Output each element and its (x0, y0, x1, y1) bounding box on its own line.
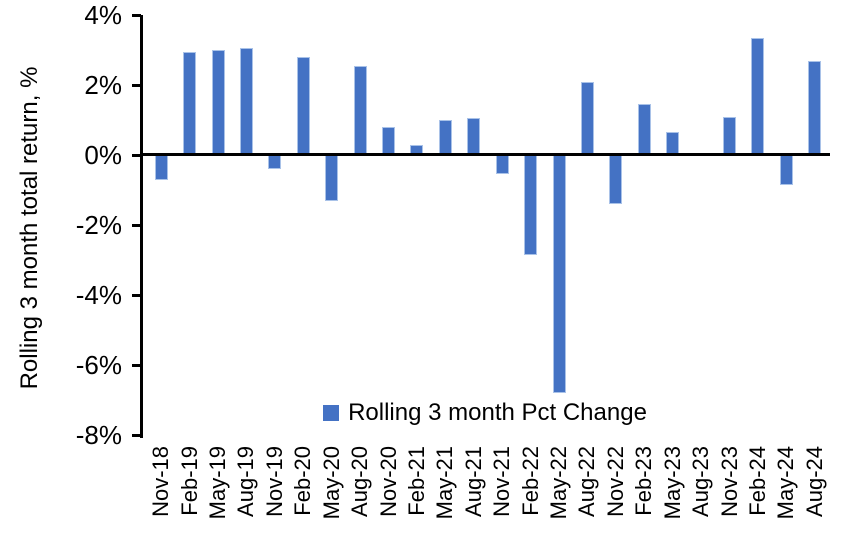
bar-Nov-18 (154, 155, 168, 180)
x-tick-label: May-21 (432, 446, 458, 520)
y-tick-mark (132, 223, 141, 227)
x-tick-label: May-23 (659, 446, 685, 520)
zero-baseline (140, 153, 830, 156)
x-tick-label: Feb-20 (290, 446, 316, 516)
bar-May-24 (779, 155, 793, 185)
x-tick-label: Feb-24 (744, 446, 770, 516)
y-axis-line (140, 15, 143, 438)
x-tick-label: Feb-22 (517, 446, 543, 516)
y-tick-label: -8% (75, 420, 122, 450)
x-tick-label: Feb-21 (403, 446, 429, 516)
bar-May-19 (211, 50, 225, 155)
x-tick-label: Feb-23 (631, 446, 657, 516)
x-tick-label: Aug-21 (460, 446, 486, 517)
bar-Nov-22 (609, 155, 623, 204)
legend-label: Rolling 3 month Pct Change (348, 399, 647, 426)
x-tick-label: May-22 (546, 446, 572, 520)
x-tick-label: May-24 (773, 446, 799, 520)
bar-Feb-23 (637, 104, 651, 155)
x-tick-label: May-19 (205, 446, 231, 520)
bar-Nov-21 (495, 155, 509, 175)
bar-Aug-24 (808, 60, 822, 155)
y-tick-mark (132, 83, 141, 87)
x-tick-label: Nov-22 (602, 446, 628, 517)
y-tick-mark (132, 363, 141, 367)
legend: Rolling 3 month Pct Change (140, 400, 830, 426)
bar-Feb-22 (524, 155, 538, 255)
bar-Aug-19 (239, 48, 253, 155)
bar-Nov-19 (268, 155, 282, 169)
bar-May-20 (325, 155, 339, 201)
y-tick-label: -4% (75, 280, 122, 310)
bar-Aug-21 (467, 118, 481, 155)
y-tick-mark (132, 153, 141, 157)
y-tick-label: 4% (84, 0, 122, 30)
y-tick-mark (132, 433, 141, 437)
bar-Feb-24 (751, 37, 765, 155)
y-tick-mark (132, 293, 141, 297)
bar-Aug-20 (353, 65, 367, 155)
bar-Feb-19 (183, 51, 197, 155)
x-tick-label: Nov-20 (375, 446, 401, 517)
x-tick-label: Aug-23 (688, 446, 714, 517)
y-tick-label: 2% (84, 70, 122, 100)
bar-May-23 (666, 132, 680, 155)
bar-Nov-23 (723, 116, 737, 155)
y-tick-label: 0% (84, 140, 122, 170)
legend-marker-icon (323, 405, 340, 421)
y-tick-label: -2% (75, 210, 122, 240)
x-tick-label: Nov-18 (148, 446, 174, 517)
x-tick-label: Feb-19 (176, 446, 202, 516)
x-tick-label: May-20 (318, 446, 344, 520)
x-tick-label: Aug-22 (574, 446, 600, 517)
bar-Feb-20 (296, 57, 310, 155)
bar-May-21 (438, 120, 452, 155)
y-tick-label: -6% (75, 350, 122, 380)
x-tick-label: Aug-24 (801, 446, 827, 517)
x-tick-label: Aug-20 (347, 446, 373, 517)
bar-Aug-22 (580, 81, 594, 155)
x-tick-label: Nov-23 (716, 446, 742, 517)
y-tick-mark (132, 13, 141, 17)
bar-May-22 (552, 155, 566, 393)
x-tick-label: Nov-21 (489, 446, 515, 517)
x-tick-label: Nov-19 (261, 446, 287, 517)
bar-Nov-20 (382, 127, 396, 155)
x-tick-label: Aug-19 (233, 446, 259, 517)
